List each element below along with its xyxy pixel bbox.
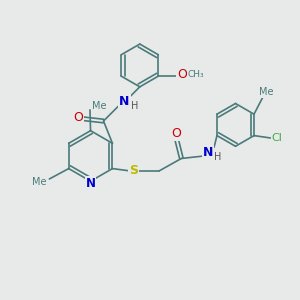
Text: Cl: Cl	[272, 133, 282, 143]
Text: H: H	[214, 152, 221, 162]
Text: S: S	[129, 164, 138, 178]
Text: N: N	[85, 177, 96, 190]
Text: N: N	[203, 146, 213, 159]
Text: CH₃: CH₃	[188, 70, 204, 79]
Text: Me: Me	[92, 101, 106, 111]
Text: O: O	[177, 68, 187, 81]
Text: Me: Me	[32, 177, 46, 187]
Text: H: H	[131, 100, 138, 111]
Text: O: O	[74, 111, 83, 124]
Text: Me: Me	[259, 88, 273, 98]
Text: O: O	[171, 127, 181, 140]
Text: N: N	[119, 95, 130, 109]
